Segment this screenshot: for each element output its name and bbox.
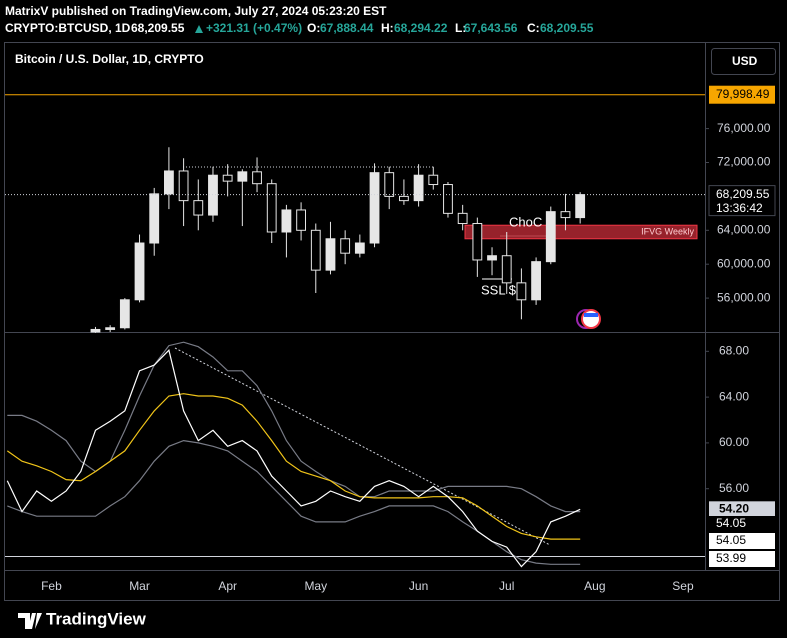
countdown: 13:36:42 <box>716 201 763 215</box>
ifvg-zone <box>464 224 698 240</box>
indicator-line <box>6 393 581 540</box>
value-tag <box>709 501 775 518</box>
y-tick-label: 60.00 <box>719 435 749 449</box>
value-tag-label: 54.20 <box>719 501 749 515</box>
candle-body <box>164 170 174 195</box>
ohlc-value: 68,294.22 <box>394 21 448 35</box>
price-tag <box>709 533 775 549</box>
y-tick-label: 76,000.00 <box>717 121 771 135</box>
x-tick-label: Mar <box>129 579 150 593</box>
price-tag-label: 53.99 <box>716 551 746 565</box>
candle-body <box>266 183 277 233</box>
ohlc-key: O: <box>307 21 320 35</box>
candle-body <box>501 255 512 284</box>
candle-body <box>516 282 527 301</box>
candle-body <box>531 261 541 301</box>
candle-body <box>428 174 439 186</box>
currency-button[interactable] <box>711 48 776 75</box>
candle-body <box>149 193 160 244</box>
candle-body <box>399 195 409 202</box>
change: +321.31 (+0.47%) <box>206 21 302 35</box>
candle-body <box>354 242 365 254</box>
candle-body <box>178 170 189 202</box>
ohlc-value: 67,888.44 <box>320 21 374 35</box>
candle-body <box>384 172 395 197</box>
price-tag <box>709 516 775 532</box>
price-tag <box>709 551 775 567</box>
candle-body <box>413 174 424 202</box>
price: 68,209.55 <box>131 21 185 35</box>
y-tick-label: 64,000.00 <box>717 222 771 236</box>
y-tick-label: 56,000.00 <box>717 290 771 304</box>
flag-canton <box>584 313 598 317</box>
legend: Bitcoin / U.S. Dollar, 1D, CRYPTO <box>15 52 204 66</box>
brand: TradingView <box>46 609 147 628</box>
candle-body <box>119 299 130 329</box>
ohlc-key: C: <box>527 21 540 35</box>
ohlc-key: L: <box>455 21 466 35</box>
zone-label: IFVG Weekly <box>641 226 694 236</box>
y-tick-label: 56.00 <box>719 481 749 495</box>
ohlc-key: H: <box>381 21 394 35</box>
candle-body <box>193 200 204 216</box>
last-price-tag <box>708 185 776 217</box>
candle-body <box>369 172 380 244</box>
price-tag-label: 54.05 <box>716 533 746 547</box>
candle-body <box>443 184 453 214</box>
ohlc-value: 67,643.56 <box>464 21 518 35</box>
price-tag-label: 79,998.49 <box>716 87 770 101</box>
candle-body <box>575 194 586 219</box>
x-tick-label: Feb <box>41 579 62 593</box>
candle-body <box>310 229 321 271</box>
candle-body <box>296 209 306 231</box>
candle-body <box>252 171 262 185</box>
annotation: ChoC <box>509 214 542 229</box>
x-tick-label: May <box>304 579 327 593</box>
y-tick-label: 68.00 <box>719 343 749 357</box>
candle-body <box>340 238 351 254</box>
event-icon[interactable] <box>581 309 601 329</box>
last-price-label: 68,209.55 <box>716 187 770 201</box>
candle-body <box>281 209 292 233</box>
y-tick-label: 72,000.00 <box>717 155 771 169</box>
candle-body <box>487 255 497 261</box>
candle-body <box>545 211 556 263</box>
symbol: CRYPTO:BTCUSD, 1D <box>5 21 131 35</box>
ohlc-value: 68,209.55 <box>540 21 594 35</box>
candle-body <box>90 328 101 333</box>
candle-body <box>134 242 145 301</box>
annotation: SSL $ <box>481 282 517 297</box>
x-tick-label: Sep <box>672 579 694 593</box>
currency-label[interactable]: USD <box>732 54 758 68</box>
trendline <box>174 347 551 546</box>
publisher: MatrixV published on TradingView.com, Ju… <box>5 4 387 18</box>
x-tick-label: Jun <box>409 579 428 593</box>
candle-body <box>222 174 233 182</box>
candle-body <box>208 174 218 216</box>
x-tick-label: Aug <box>584 579 605 593</box>
up-arrow <box>195 25 203 33</box>
candle-body <box>237 171 248 182</box>
brand-logo <box>18 613 42 629</box>
x-tick-label: Jul <box>499 579 514 593</box>
x-tick-label: Apr <box>218 579 237 593</box>
candle-body <box>457 212 468 225</box>
price-tag-label: 54.05 <box>716 516 746 530</box>
price-tag <box>709 85 775 104</box>
candle-body <box>105 327 116 330</box>
y-tick-label: 64.00 <box>719 389 749 403</box>
candle-body <box>325 238 336 271</box>
candle-body <box>472 223 483 261</box>
indicator-line <box>6 349 581 568</box>
chart-frame <box>4 42 780 601</box>
y-tick-label: 60,000.00 <box>717 256 771 270</box>
candle-body <box>560 211 571 219</box>
